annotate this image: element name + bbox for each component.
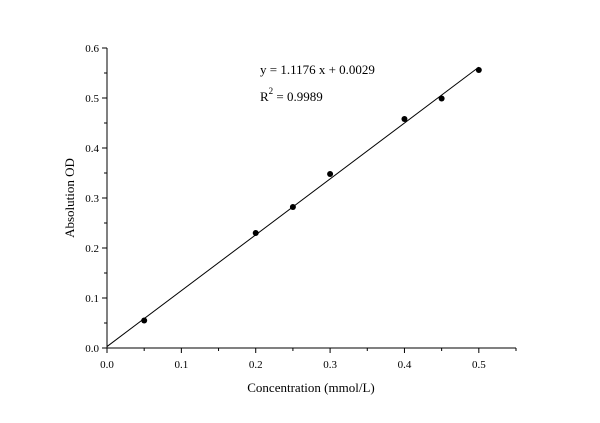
y-tick-label: 0.2 <box>85 243 99 255</box>
data-point <box>438 95 445 102</box>
r-squared-label: R2 = 0.9989 <box>260 86 323 104</box>
data-point <box>141 317 148 324</box>
y-tick-label: 0.1 <box>85 293 99 305</box>
data-point <box>327 171 334 177</box>
y-tick-label: 0.6 <box>85 43 99 55</box>
x-tick-label: 0.2 <box>249 359 263 371</box>
r-squared-value: = 0.9989 <box>273 89 323 104</box>
x-tick-label: 0.4 <box>398 359 412 371</box>
data-point <box>401 116 408 122</box>
x-tick-label: 0.3 <box>323 359 337 371</box>
r-squared-superscript: 2 <box>269 86 274 96</box>
equation-label: y = 1.1176 x + 0.0029 <box>260 62 375 77</box>
y-tick-label: 0.0 <box>85 343 99 355</box>
ticks: 0.0 0.1 0.2 0.3 0.4 0.5 0.0 0.1 0.2 0.3 0.4 0.5 0.6 <box>85 43 517 371</box>
data-point <box>475 67 482 73</box>
y-tick-label: 0.4 <box>85 143 99 155</box>
r-squared-prefix: R <box>260 89 269 104</box>
y-tick-label: 0.5 <box>85 93 99 105</box>
x-tick-label: 0.0 <box>100 359 114 371</box>
data-point <box>289 204 296 210</box>
data-point <box>252 230 259 236</box>
x-axis-title: Concentration (mmol/L) <box>247 380 374 395</box>
data-points <box>141 67 482 324</box>
y-axis-title: Absolution OD <box>62 158 77 238</box>
x-tick-label: 0.1 <box>174 359 188 371</box>
y-tick-label: 0.3 <box>85 193 99 205</box>
x-tick-label: 0.5 <box>472 359 486 371</box>
